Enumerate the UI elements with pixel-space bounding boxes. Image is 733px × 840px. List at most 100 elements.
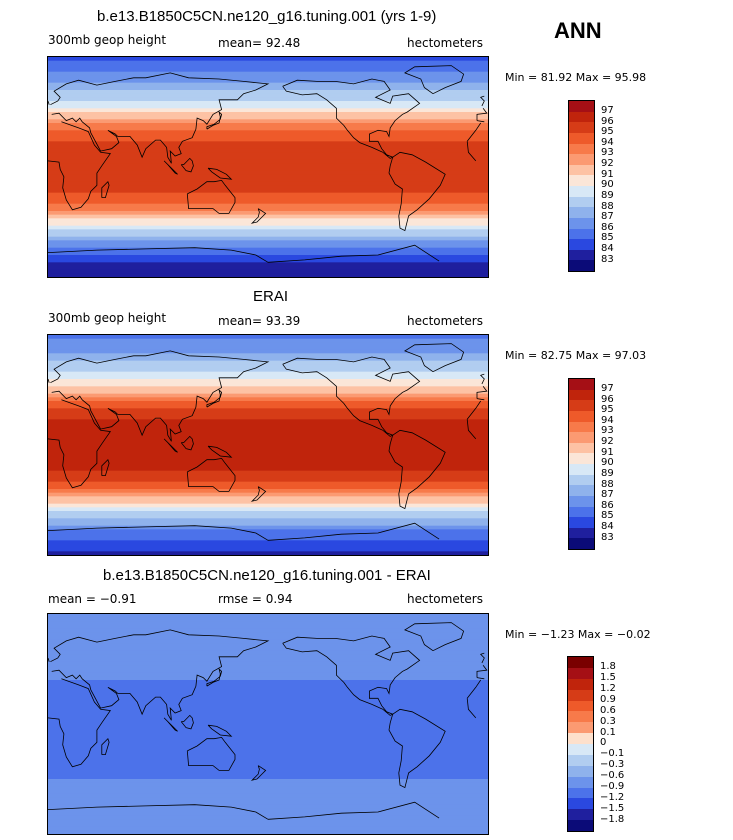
colorbar-tick-label: 84 — [601, 243, 614, 255]
panel3-map-svg — [48, 614, 488, 834]
field-band — [48, 650, 488, 655]
coastline — [101, 458, 110, 477]
field-band — [48, 90, 488, 95]
field-band — [48, 434, 488, 439]
coastline — [476, 398, 485, 401]
panel3-title: b.e13.B1850C5CN.ne120_g16.tuning.001 - E… — [103, 567, 431, 584]
colorbar-swatch — [568, 667, 593, 679]
colorbar-swatch — [568, 765, 593, 777]
panel3-colorbar — [567, 656, 594, 832]
field-band — [48, 203, 488, 208]
field-band — [48, 819, 488, 824]
field-band — [48, 338, 488, 343]
colorbar-swatch — [569, 186, 594, 197]
panel1-map-svg — [48, 57, 488, 277]
field-band — [48, 346, 488, 351]
field-band — [48, 680, 488, 685]
coastline — [476, 108, 488, 121]
field-band — [48, 815, 488, 820]
colorbar-swatch — [568, 678, 593, 690]
colorbar-swatch — [569, 175, 594, 186]
coastline — [50, 629, 270, 721]
field-band — [48, 478, 488, 483]
field-band — [48, 71, 488, 76]
field-band — [48, 82, 488, 87]
colorbar-swatch — [569, 239, 594, 250]
field-band — [48, 379, 488, 384]
coastline — [207, 724, 233, 737]
coastline — [101, 180, 110, 199]
coastline — [50, 72, 270, 164]
colorbar-swatch — [569, 207, 594, 218]
colorbar-tick-label: −1.5 — [600, 802, 625, 814]
colorbar-tick-label: 0.6 — [600, 704, 616, 716]
field-band — [48, 382, 488, 387]
coastline — [101, 737, 110, 756]
colorbar-tick-label: 83 — [601, 253, 614, 265]
panel3-minmax: Min = −1.23 Max = −0.02 — [505, 628, 651, 641]
field-band — [48, 757, 488, 762]
field-band — [48, 247, 488, 252]
panel2-mean: mean= 93.39 — [218, 314, 301, 328]
panel2-minmax: Min = 82.75 Max = 97.03 — [505, 349, 647, 362]
colorbar-tick-label: 88 — [601, 200, 614, 212]
field-band — [48, 485, 488, 490]
field-band — [48, 503, 488, 508]
coastline — [163, 717, 178, 732]
field-band — [48, 525, 488, 530]
colorbar-swatch — [568, 689, 593, 701]
panel2-variable: 300mb geop height — [48, 311, 167, 325]
field-band — [48, 196, 488, 201]
field-band — [48, 68, 488, 73]
colorbar-swatch — [569, 101, 594, 112]
colorbar-swatch — [569, 260, 594, 271]
field-band — [48, 368, 488, 373]
coastline — [186, 457, 236, 492]
field-band — [48, 108, 488, 113]
field-band — [48, 768, 488, 773]
field-band — [48, 163, 488, 168]
field-band — [48, 694, 488, 699]
colorbar-tick-label: 84 — [601, 521, 614, 533]
field-band — [48, 57, 488, 62]
panel2-units: hectometers — [407, 314, 483, 328]
colorbar-swatch — [568, 798, 593, 810]
colorbar-swatch — [569, 154, 594, 165]
coastline — [282, 356, 421, 437]
field-band — [48, 375, 488, 380]
field-band — [48, 801, 488, 806]
colorbar-tick-label: 96 — [601, 115, 614, 127]
colorbar-swatch — [569, 400, 594, 411]
colorbar-tick-label: 87 — [601, 489, 614, 501]
field-band — [48, 492, 488, 497]
colorbar-tick-label: 0.1 — [600, 726, 616, 738]
colorbar-swatch — [569, 164, 594, 176]
coastline — [479, 373, 485, 385]
panel3-units: hectometers — [407, 592, 483, 606]
colorbar-swatch — [569, 432, 594, 443]
colorbar-tick-label: 95 — [601, 404, 614, 416]
field-band — [48, 775, 488, 780]
colorbar-swatch — [568, 744, 593, 755]
field-band — [48, 167, 488, 172]
coastline — [388, 151, 446, 232]
field-band — [48, 269, 488, 274]
colorbar-tick-label: 86 — [601, 221, 614, 233]
colorbar-tick-label: 89 — [601, 189, 614, 201]
colorbar-tick-label: −0.1 — [600, 748, 625, 760]
field-band — [48, 360, 488, 365]
coastline — [388, 708, 446, 789]
field-band — [48, 529, 488, 534]
colorbar-swatch — [569, 132, 594, 144]
colorbar-tick-label: 94 — [601, 136, 614, 148]
colorbar-tick-label: 1.5 — [600, 672, 616, 684]
field-band — [48, 698, 488, 703]
coastline — [163, 438, 178, 453]
coastline — [466, 141, 477, 162]
colorbar-swatch — [569, 495, 594, 507]
colorbar-tick-label: 0.3 — [600, 715, 616, 727]
field-band — [48, 764, 488, 769]
field-band — [48, 544, 488, 549]
field-band — [48, 459, 488, 464]
field-band — [48, 672, 488, 677]
